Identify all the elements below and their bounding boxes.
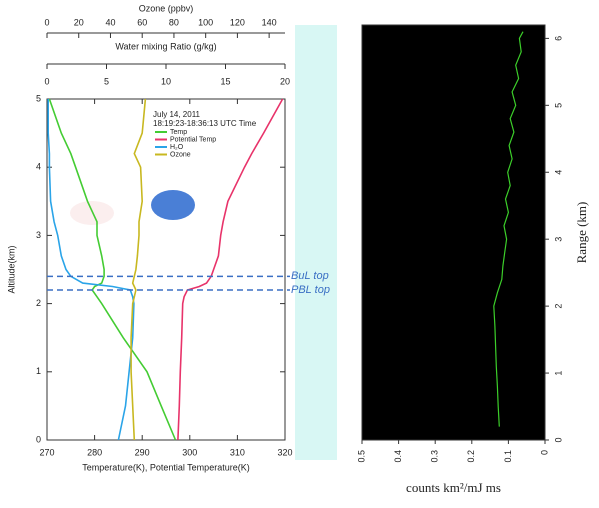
- y-tick-label: 1: [36, 366, 41, 376]
- x-tick-label: 310: [230, 447, 245, 457]
- legend-label: Ozone: [170, 151, 191, 158]
- y-tick-label: 2: [553, 304, 563, 309]
- separator-band: [295, 25, 337, 460]
- legend-label: H₂O: [170, 144, 184, 151]
- annotation: July 14, 2011: [153, 110, 201, 119]
- x3-axis-label: Water mixing Ratio (g/kg): [115, 41, 216, 51]
- x3-tick-label: 5: [104, 76, 109, 86]
- x-tick-label: 0: [539, 450, 549, 455]
- x-tick-label: 290: [135, 447, 150, 457]
- x3-tick-label: 10: [161, 76, 171, 86]
- y-tick-label: 2: [36, 298, 41, 308]
- y-tick-label: 0: [553, 437, 563, 442]
- x-axis-label: counts km²/mJ ms: [406, 480, 501, 495]
- y-tick-label: 4: [36, 162, 41, 172]
- marker-label: PBL top: [291, 284, 330, 296]
- y-axis-label: Altitude(km): [6, 245, 16, 293]
- series-line: [48, 98, 177, 441]
- y-tick-label: 0: [36, 434, 41, 444]
- legend-label: Temp: [170, 129, 187, 136]
- x2-tick-label: 40: [105, 17, 115, 27]
- blue-ellipse: [151, 190, 195, 220]
- x3-tick-label: 15: [220, 76, 230, 86]
- x2-tick-label: 60: [137, 17, 147, 27]
- x-tick-label: 0.5: [356, 450, 366, 463]
- x2-tick-label: 80: [169, 17, 179, 27]
- x-tick-label: 320: [277, 447, 292, 457]
- legend-label: Potential Temp: [170, 136, 216, 143]
- y-tick-label: 3: [553, 237, 563, 242]
- x2-tick-label: 0: [44, 17, 49, 27]
- x-axis-label: Temperature(K), Potential Temperature(K): [82, 462, 249, 472]
- faint-blob: [70, 201, 114, 225]
- x2-tick-label: 20: [74, 17, 84, 27]
- x3-tick-label: 20: [280, 76, 290, 86]
- y-tick-label: 5: [36, 93, 41, 103]
- plot-area: [361, 24, 546, 441]
- x-tick-label: 0.3: [430, 450, 440, 463]
- y-tick-label: 3: [36, 230, 41, 240]
- x2-axis-label: Ozone (ppbv): [139, 3, 194, 13]
- y-tick-label: 6: [553, 36, 563, 41]
- y-tick-label: 5: [553, 103, 563, 108]
- plot-frame: [46, 98, 286, 441]
- x-tick-label: 0.1: [503, 450, 513, 463]
- x-tick-label: 300: [182, 447, 197, 457]
- marker-label: BuL top: [291, 270, 329, 282]
- x2-tick-label: 100: [198, 17, 213, 27]
- series-line: [130, 98, 147, 441]
- x-tick-label: 0.4: [393, 450, 403, 463]
- x2-tick-label: 120: [230, 17, 245, 27]
- x-tick-label: 280: [87, 447, 102, 457]
- x2-tick-label: 140: [262, 17, 277, 27]
- annotation: 18:19:23-18:36:13 UTC Time: [153, 119, 257, 128]
- x-tick-label: 270: [39, 447, 54, 457]
- y-axis-label: Range (km): [574, 202, 589, 264]
- y-tick-label: 4: [553, 170, 563, 175]
- x3-tick-label: 0: [44, 76, 49, 86]
- series-line: [493, 31, 524, 427]
- x-tick-label: 0.2: [466, 450, 476, 463]
- y-tick-label: 1: [553, 371, 563, 376]
